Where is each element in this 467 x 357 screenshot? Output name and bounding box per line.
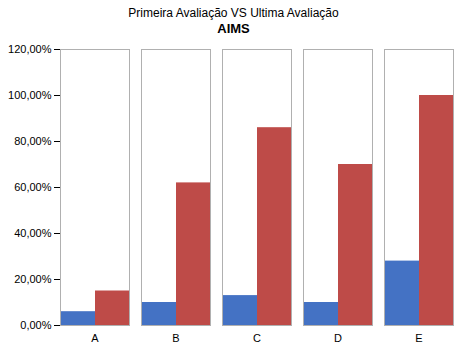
svg-text:120,00%: 120,00%: [8, 43, 52, 55]
svg-text:C: C: [253, 332, 261, 344]
svg-text:20,00%: 20,00%: [14, 273, 52, 285]
svg-text:60,00%: 60,00%: [14, 181, 52, 193]
svg-text:80,00%: 80,00%: [14, 135, 52, 147]
html-text:AIMS: AIMS: [217, 21, 250, 36]
svg-text:40,00%: 40,00%: [14, 227, 52, 239]
svg-text:A: A: [91, 332, 99, 344]
svg-text:0,00%: 0,00%: [20, 319, 51, 331]
html-text:Primeira Avaliação VS Ultima A: Primeira Avaliação VS Ultima Avaliação: [128, 6, 339, 20]
svg-text:100,00%: 100,00%: [8, 89, 52, 101]
svg-text:B: B: [172, 332, 179, 344]
svg-text:D: D: [334, 332, 342, 344]
svg-text:E: E: [415, 332, 422, 344]
